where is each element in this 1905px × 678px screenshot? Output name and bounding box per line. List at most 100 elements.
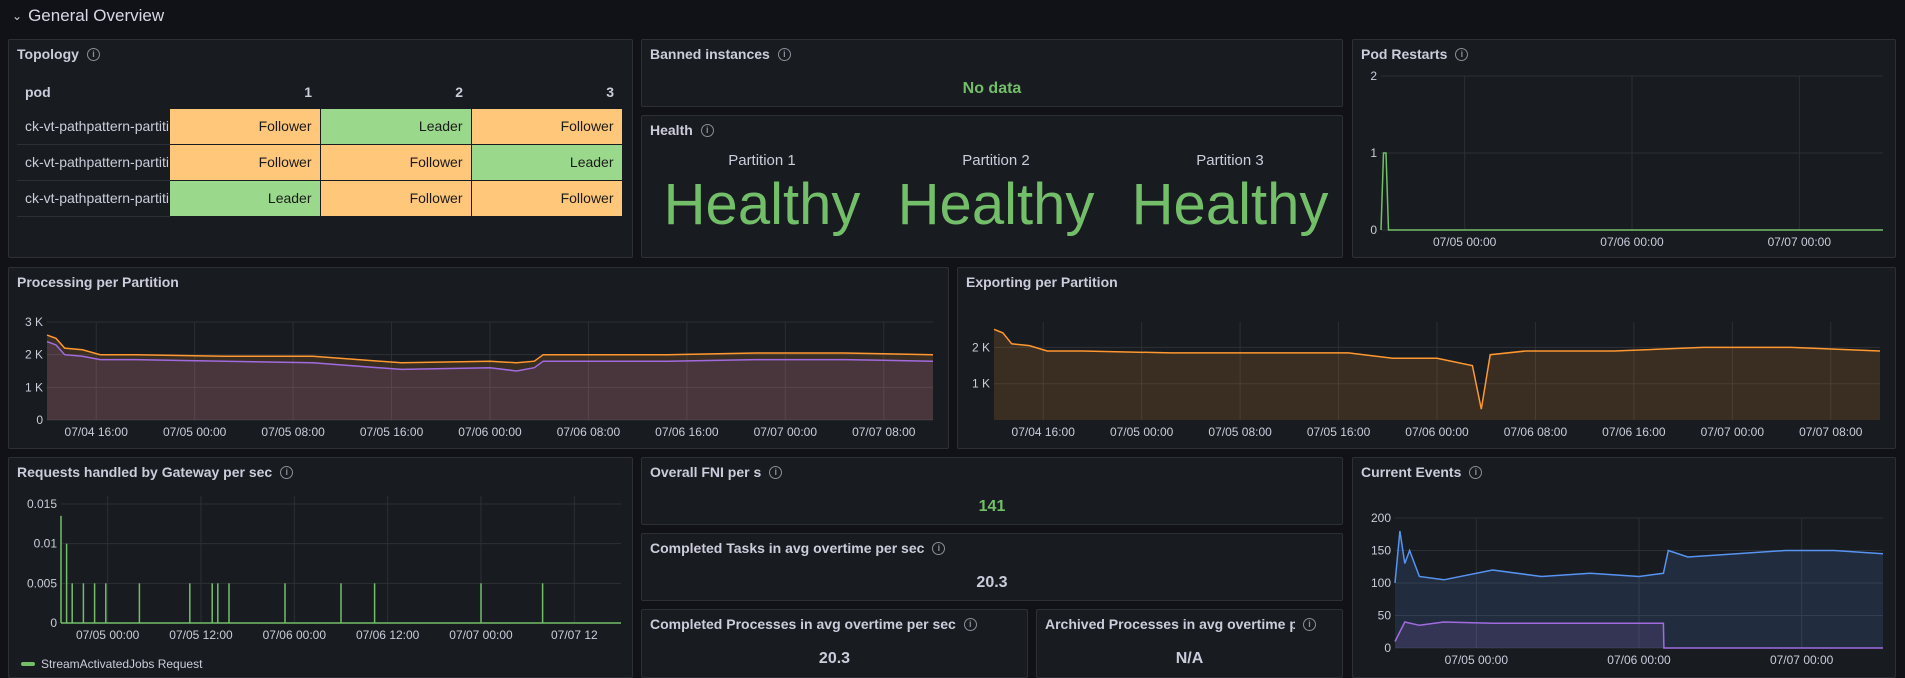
partition-2-health: Partition 2 Healthy xyxy=(876,152,1116,238)
y-tick-label: 200 xyxy=(1371,511,1391,525)
series-line xyxy=(993,328,1881,410)
info-icon[interactable]: i xyxy=(1303,617,1316,631)
banned-instances-panel: Banned instances i No data xyxy=(641,39,1343,107)
y-tick-label: 0.005 xyxy=(27,576,57,590)
partition-label: Partition 1 xyxy=(728,152,796,169)
panel-title: Completed Processes in avg overtime per … xyxy=(650,616,956,632)
y-tick-label: 1 K xyxy=(972,377,990,391)
x-tick-label: 07/06 00:00 xyxy=(1405,425,1469,439)
fni-panel: Overall FNI per s i 141 xyxy=(641,457,1343,525)
series-line xyxy=(1394,621,1883,649)
row-header[interactable]: ⌄ General Overview xyxy=(12,4,164,28)
y-tick-label: 0 xyxy=(1384,641,1391,655)
y-tick-label: 1 K xyxy=(25,380,43,394)
panel-title: Health xyxy=(650,122,693,138)
series-area xyxy=(1395,622,1883,648)
column-header[interactable]: 2 xyxy=(455,83,463,100)
partition-label: Partition 3 xyxy=(1196,152,1264,169)
panel-title: Processing per Partition xyxy=(17,274,179,290)
x-tick-label: 07/04 16:00 xyxy=(65,425,129,439)
exporting-chart[interactable]: 1 K 2 K 07/04 16:00 07/05 00:00 07/05 08:00 0… xyxy=(958,268,1896,449)
role-cell: Follower xyxy=(319,143,472,181)
series-line xyxy=(46,334,934,364)
x-tick-label: 07/04 16:00 xyxy=(1012,425,1076,439)
info-icon[interactable]: i xyxy=(1469,465,1483,479)
y-tick-label: 0 xyxy=(50,616,57,630)
role-cell: Leader xyxy=(470,143,623,181)
x-tick-label: 07/07 00:00 xyxy=(449,628,513,642)
role-cell: Follower xyxy=(168,107,321,145)
archived-processes-panel: Archived Processes in avg overtime per s… xyxy=(1036,609,1343,678)
panel-title: Pod Restarts xyxy=(1361,46,1448,62)
panel-title: Current Events xyxy=(1361,464,1462,480)
panel-title: Overall FNI per s xyxy=(650,464,762,480)
processing-panel: Processing per Partition 0 1 K 2 K 3 K 07/04… xyxy=(8,267,949,449)
x-tick-label: 07/06 00:00 xyxy=(263,628,327,642)
health-value: Healthy xyxy=(897,172,1095,237)
panel-title: Requests handled by Gateway per sec xyxy=(17,464,273,480)
y-tick-label: 2 K xyxy=(972,340,990,354)
column-header[interactable]: 1 xyxy=(304,83,312,100)
x-tick-label: 07/06 08:00 xyxy=(1504,425,1568,439)
x-tick-label: 07/05 12:00 xyxy=(169,628,233,642)
series-area xyxy=(47,341,933,420)
info-icon[interactable]: i xyxy=(777,47,791,61)
x-tick-label: 07/05 00:00 xyxy=(163,425,227,439)
x-tick-label: 07/07 00:00 xyxy=(1768,235,1832,249)
health-value: Healthy xyxy=(1131,172,1329,237)
info-icon[interactable]: i xyxy=(769,465,783,479)
x-tick-label: 07/05 00:00 xyxy=(1433,235,1497,249)
y-tick-label: 2 K xyxy=(25,348,43,362)
partition-3-health: Partition 3 Healthy xyxy=(1110,152,1342,238)
pod-cell: ck-vt-pathpattern-partition xyxy=(17,144,169,181)
table-row: ck-vt-pathpattern-partition Leader Follo… xyxy=(17,179,623,217)
pod-restarts-chart[interactable]: 0 1 2 07/05 00:00 07/06 00:00 07/07 00:00 xyxy=(1353,40,1896,258)
info-icon[interactable]: i xyxy=(280,465,294,479)
current-events-chart[interactable]: 0 50 100 150 200 07/05 00:00 07/06 00:00 07/07 … xyxy=(1353,458,1896,678)
x-tick-label: 07/06 16:00 xyxy=(655,425,719,439)
x-tick-label: 07/07 00:00 xyxy=(754,425,818,439)
topology-table: pod 1 2 3 ck-vt-pathpattern-partition Fo… xyxy=(17,76,623,217)
y-tick-label: 100 xyxy=(1371,576,1391,590)
column-header[interactable]: 3 xyxy=(606,83,614,100)
gateway-chart[interactable]: 0 0.005 0.01 0.015 07/05 00:00 07/05 12:00 07/… xyxy=(9,458,633,658)
role-cell: Follower xyxy=(168,143,321,181)
series-area xyxy=(1395,531,1883,648)
table-row: ck-vt-pathpattern-partition Follower Fol… xyxy=(17,143,623,181)
processing-chart[interactable]: 0 1 K 2 K 3 K 07/04 16:00 07/05 00:00 07/05 08… xyxy=(9,268,949,449)
y-tick-label: 50 xyxy=(1378,609,1392,623)
x-tick-label: 07/05 08:00 xyxy=(261,425,325,439)
y-tick-label: 2 xyxy=(1370,69,1377,83)
role-cell: Follower xyxy=(319,179,472,217)
completed-tasks-panel: Completed Tasks in avg overtime per sec i… xyxy=(641,533,1343,601)
info-icon[interactable]: i xyxy=(86,47,100,61)
y-tick-label: 0 xyxy=(1370,223,1377,237)
info-icon[interactable]: i xyxy=(1455,47,1469,61)
partition-1-health: Partition 1 Healthy xyxy=(642,152,882,238)
x-tick-label: 07/06 08:00 xyxy=(557,425,621,439)
panel-title: Completed Tasks in avg overtime per sec xyxy=(650,540,925,556)
panel-title: Archived Processes in avg overtime per s… xyxy=(1045,616,1295,632)
legend-label: StreamActivatedJobs Request xyxy=(41,657,203,671)
x-tick-label: 07/06 00:00 xyxy=(1600,235,1664,249)
role-cell: Follower xyxy=(470,107,623,145)
legend-item[interactable]: StreamActivatedJobs Request xyxy=(21,657,202,671)
partition-label: Partition 2 xyxy=(962,152,1030,169)
x-tick-label: 07/05 00:00 xyxy=(1110,425,1174,439)
info-icon[interactable]: i xyxy=(963,617,977,631)
panel-title: Banned instances xyxy=(650,46,770,62)
y-tick-label: 1 xyxy=(1370,146,1377,160)
role-cell: Follower xyxy=(470,179,623,217)
panel-title: Topology xyxy=(17,46,79,62)
table-row: ck-vt-pathpattern-partition Follower Lea… xyxy=(17,107,623,145)
role-cell: Leader xyxy=(168,179,321,217)
chevron-down-icon[interactable]: ⌄ xyxy=(12,9,23,23)
x-tick-label: 07/05 00:00 xyxy=(76,628,140,642)
info-icon[interactable]: i xyxy=(700,123,714,137)
info-icon[interactable]: i xyxy=(932,541,946,555)
exporting-panel: Exporting per Partition 1 K 2 K 07/04 16:0… xyxy=(957,267,1896,449)
series-area xyxy=(994,329,1880,420)
x-tick-label: 07/07 08:00 xyxy=(1799,425,1863,439)
x-tick-label: 07/06 00:00 xyxy=(1607,653,1671,667)
column-header[interactable]: pod xyxy=(25,84,51,100)
